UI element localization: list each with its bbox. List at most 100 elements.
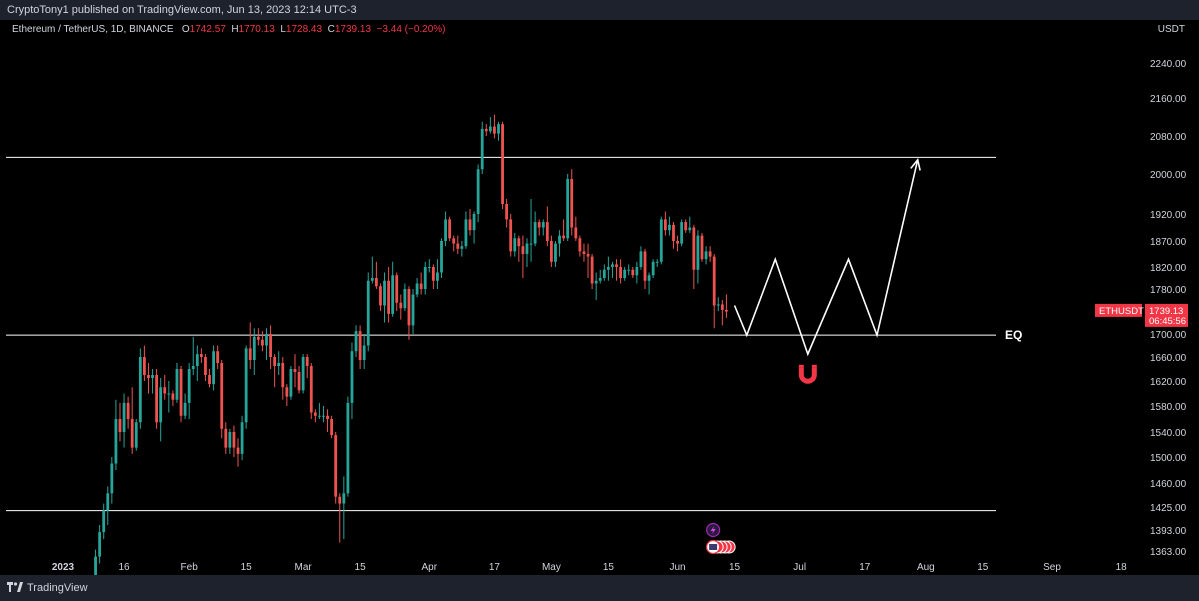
candle-body (285, 387, 289, 397)
candle-body (134, 422, 138, 448)
x-tick-label: May (542, 562, 561, 573)
candle-body (240, 422, 244, 454)
price-tag-bg (1145, 303, 1188, 327)
y-tick-label: 1660.00 (1150, 353, 1187, 364)
candle-body (431, 267, 435, 281)
candle-body (586, 254, 590, 257)
candle-body (521, 246, 525, 254)
candle-body (615, 264, 618, 267)
candle-body (163, 387, 167, 394)
symbol-label: Ethereum / TetherUS, 1D, BINANCE (12, 24, 174, 35)
change-value: −3.44 (−0.20%) (376, 24, 446, 35)
candle-body (342, 493, 346, 504)
candle-body (293, 369, 297, 372)
y-tick-label: 1500.00 (1150, 453, 1187, 464)
candle-body (151, 375, 154, 378)
candle-body (261, 339, 264, 346)
candle-body (171, 393, 175, 400)
x-tick-label: 17 (859, 562, 871, 573)
candle-body (118, 419, 122, 432)
candle-body (366, 280, 370, 346)
candle-body (187, 369, 191, 403)
low-value: 1728.43 (285, 24, 323, 35)
x-tick-label: 2023 (52, 562, 75, 573)
x-tick-label: Jun (670, 562, 686, 573)
x-tick-label: Sep (1043, 562, 1061, 573)
footer: TradingView (0, 575, 1199, 601)
candle-body (517, 238, 521, 247)
candle-body (297, 372, 301, 391)
y-tick-label: 1780.00 (1150, 285, 1187, 296)
tradingview-logo[interactable]: TradingView (7, 581, 88, 595)
candle-body (672, 224, 675, 241)
candle-body (106, 493, 110, 511)
x-tick-label: 15 (241, 562, 253, 573)
candle-body (236, 447, 240, 454)
candle-body (566, 179, 570, 239)
candle-body (578, 238, 582, 252)
candle-body (334, 435, 338, 497)
candle-body (562, 235, 566, 239)
candle-body (155, 375, 159, 423)
candle-body (619, 267, 622, 278)
y-tick-label: 1870.00 (1150, 237, 1187, 248)
open-label: O (181, 24, 190, 35)
candle-body (183, 402, 187, 416)
candlestick-chart[interactable]: EQ 1363.00 1393.00 1425.00 1460.00 1500.00 15… (0, 20, 1199, 575)
candle-body (480, 128, 484, 170)
candle-body (668, 224, 671, 231)
candle-body (444, 219, 447, 241)
candle-body (195, 354, 199, 366)
high-value: 1770.13 (238, 24, 275, 35)
candle-body (448, 219, 452, 239)
candle-body (220, 363, 224, 429)
close-value: 1739.13 (334, 24, 372, 35)
candle-body (248, 348, 252, 360)
magnet-pole-left (798, 364, 804, 368)
candle-body (122, 402, 126, 432)
candle-body (533, 222, 537, 244)
candle-body (423, 267, 427, 289)
candle-body (493, 126, 496, 134)
y-tick-label: 2240.00 (1150, 59, 1187, 70)
candle-body (460, 246, 464, 249)
candle-body (281, 363, 285, 388)
candle-body (513, 238, 517, 252)
candle-body (379, 286, 382, 306)
candle-body (374, 278, 378, 287)
candle-body (362, 345, 366, 360)
candle-body (611, 264, 614, 267)
candle-body (635, 267, 639, 276)
tradingview-mark-icon (7, 581, 23, 595)
candle-body (720, 304, 724, 310)
y-tick-label: 2000.00 (1150, 170, 1187, 181)
candle-body (399, 302, 403, 309)
price-tag-countdown: 06:45:56 (1149, 316, 1186, 327)
candle-body (212, 351, 215, 385)
y-tick-label: 1580.00 (1150, 402, 1187, 413)
x-tick-label: Mar (295, 562, 313, 573)
candle-body (501, 124, 504, 204)
candle-body (301, 357, 305, 391)
candle-body (725, 309, 728, 312)
candle-body (509, 219, 513, 252)
lightning-bolt (710, 526, 716, 534)
publish-info: CryptoTony1 published on TradingView.com… (7, 4, 357, 16)
price-tag-value: 1739.13 (1149, 306, 1183, 317)
x-tick-label: 15 (729, 562, 741, 573)
candle-body (102, 510, 106, 533)
candle-body (346, 402, 350, 494)
candle-body (436, 272, 439, 281)
candle-body (655, 261, 659, 263)
candle-body (391, 275, 395, 314)
candle-body (358, 331, 362, 360)
candle-body (488, 126, 492, 132)
y-tick-label: 1620.00 (1150, 377, 1187, 388)
us-flag-icon (709, 544, 718, 550)
chart-area[interactable]: EQ 1363.00 1393.00 1425.00 1460.00 1500.00 15… (0, 20, 1199, 575)
low-label: L (280, 24, 286, 35)
candle-body (639, 251, 643, 267)
y-tick-label: 1460.00 (1150, 479, 1187, 490)
candle-body (415, 283, 419, 295)
candle-body (326, 415, 329, 419)
